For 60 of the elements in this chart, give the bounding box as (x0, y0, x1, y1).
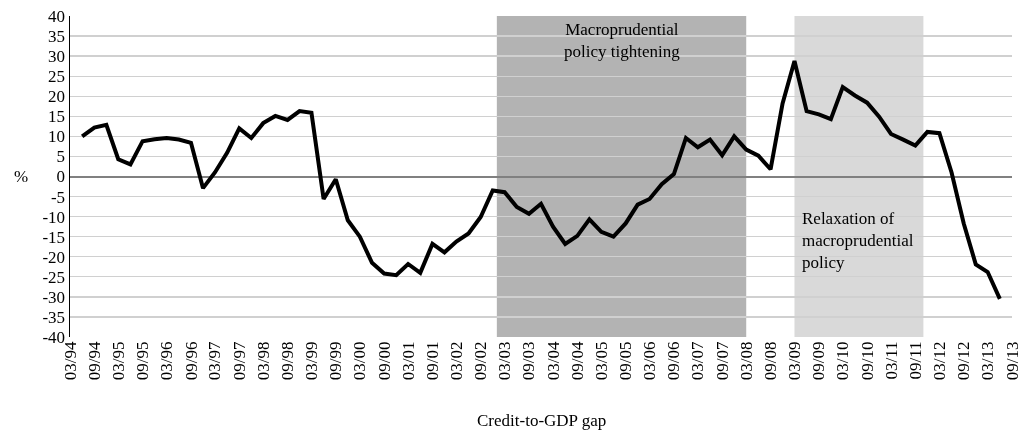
x-tick-label: 03/10 (833, 341, 853, 381)
x-tick-label: 09/95 (133, 341, 153, 381)
band-label: Macroprudential policy tightening (564, 20, 681, 62)
x-tick-label: 09/03 (519, 341, 539, 381)
band-label: Relaxation of macroprudential policy (802, 209, 914, 273)
x-tick-label: 09/00 (374, 341, 394, 381)
y-tick-label: 20 (48, 87, 66, 107)
y-tick-label: 10 (48, 127, 66, 147)
x-tick-label: 03/03 (495, 341, 515, 381)
y-tick-label: 0 (56, 167, 66, 187)
x-tick-label: 09/98 (278, 341, 298, 381)
x-tick-label: 09/99 (326, 341, 346, 381)
x-tick-label: 09/08 (761, 341, 781, 381)
y-tick-label: -20 (42, 247, 66, 267)
x-tick-label: 09/05 (616, 341, 636, 381)
y-tick-label: 35 (48, 27, 66, 47)
x-tick-label: 03/11 (881, 341, 901, 380)
x-tick-label: 03/98 (253, 341, 273, 381)
y-tick-label: 15 (48, 107, 66, 127)
x-tick-label: 03/02 (446, 341, 466, 381)
y-axis-title: % (14, 167, 29, 186)
x-tick-label: 09/11 (905, 341, 925, 380)
y-tick-label: -15 (42, 227, 66, 247)
x-tick-label: 03/12 (929, 341, 949, 381)
x-tick-label: 03/01 (398, 341, 418, 381)
x-tick-label: 09/06 (664, 341, 684, 381)
x-tick-label: 03/06 (640, 341, 660, 381)
x-tick-label: 09/01 (422, 341, 442, 381)
y-tick-label: 25 (48, 67, 66, 87)
y-tick-label: -25 (42, 267, 66, 287)
x-tick-label: 09/94 (84, 340, 104, 381)
x-tick-label: 09/09 (809, 341, 829, 381)
x-tick-label: 03/95 (108, 341, 128, 381)
x-tick-label: 03/05 (591, 341, 611, 381)
x-tick-label: 03/04 (543, 340, 563, 381)
x-tick-label: 09/10 (857, 341, 877, 381)
x-tick-label: 03/09 (785, 341, 805, 381)
y-tick-label: 5 (56, 147, 66, 167)
y-tick-label: -30 (42, 287, 66, 307)
y-tick-label: -5 (50, 187, 66, 207)
x-tick-label: 09/07 (712, 340, 732, 381)
x-tick-label: 09/02 (471, 341, 491, 381)
x-tick-label: 09/13 (1002, 341, 1022, 381)
x-tick-label: 03/00 (350, 341, 370, 381)
y-tick-label: -35 (42, 307, 66, 327)
x-tick-label: 09/04 (567, 340, 587, 381)
x-tick-label: 03/07 (688, 340, 708, 381)
x-tick-label: 03/99 (301, 341, 321, 381)
x-tick-label: 03/97 (205, 340, 225, 381)
y-tick-label: 30 (48, 47, 66, 67)
y-tick-label: -10 (42, 207, 66, 227)
x-tick-label: 09/96 (181, 341, 201, 381)
x-tick-label: 03/13 (978, 341, 998, 381)
y-tick-label: 40 (48, 6, 66, 26)
y-tick-label: -40 (42, 327, 66, 347)
x-tick-label: 09/97 (229, 340, 249, 381)
x-axis-title: Credit-to-GDP gap (477, 411, 607, 430)
x-tick-label: 09/12 (954, 341, 974, 381)
x-tick-label: 03/96 (157, 341, 177, 381)
x-tick-label: 03/08 (736, 341, 756, 381)
